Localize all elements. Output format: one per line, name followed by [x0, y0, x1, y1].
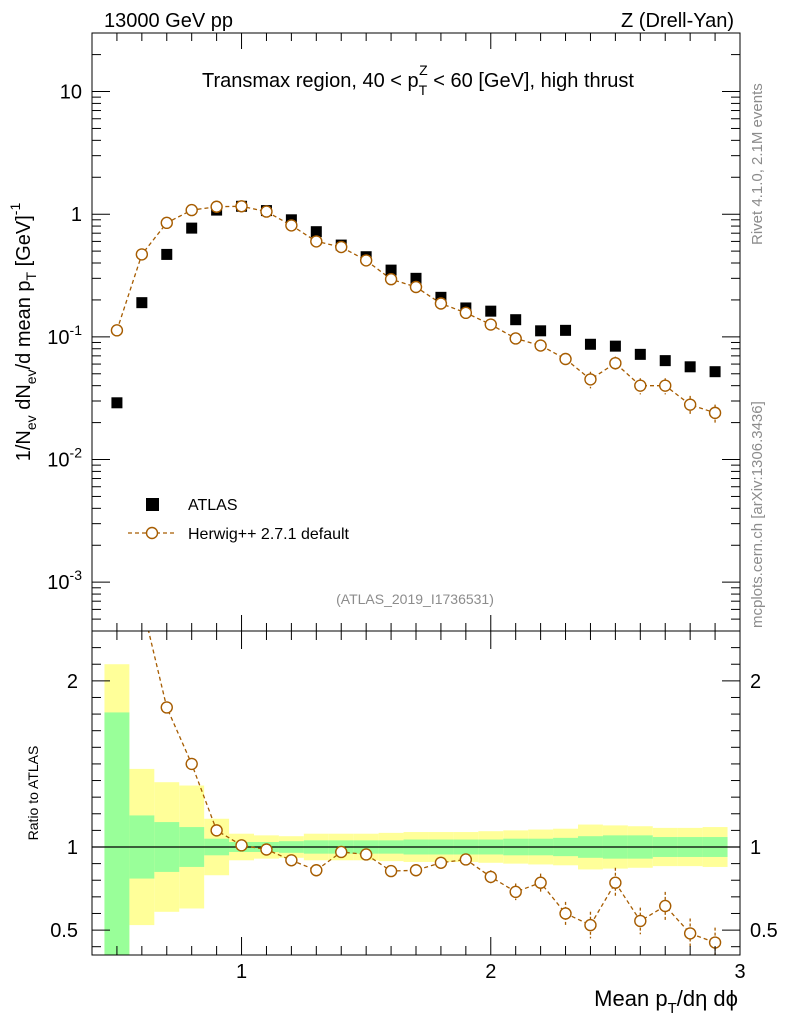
- ratio-data-point: [359, 848, 373, 861]
- ratio-y-tick-label-right: 1: [750, 837, 761, 859]
- herwig-data-point: [509, 332, 522, 345]
- ratio-data-point: [210, 824, 223, 837]
- ratio-data-point: [584, 918, 597, 932]
- ratio-data-point: [459, 853, 473, 866]
- ratio-data-point: [634, 914, 647, 928]
- ratio-data-point: [335, 845, 348, 859]
- herwig-data-point: [260, 205, 273, 218]
- ratio-data-point: [160, 701, 173, 714]
- herwig-data-point: [110, 324, 124, 337]
- herwig-data-point: [310, 235, 323, 248]
- ratio-data-point: [136, 597, 147, 608]
- ratio-y-tick-label-left: 2: [67, 671, 78, 693]
- ratio-data-point: [111, 360, 122, 371]
- x-axis-label: Mean pT/dη dϕ: [594, 986, 738, 1017]
- herwig-data-point: [135, 248, 149, 261]
- herwig-data-point: [285, 219, 298, 232]
- herwig-data-point: [708, 406, 722, 420]
- main-y-axis-label: 1/Nev dNev/d mean pT [GeV]-1: [7, 203, 39, 462]
- y-tick-label: 10: [60, 82, 82, 104]
- atlas-data-point: [659, 355, 671, 367]
- ratio-data-point: [509, 885, 522, 899]
- herwig-data-point: [484, 318, 497, 331]
- herwig-data-point: [434, 297, 448, 310]
- herwig-data-point: [634, 379, 647, 392]
- herwig-data-point: [359, 254, 373, 267]
- herwig-data-point: [185, 203, 198, 217]
- ratio-y-axis-label: Ratio to ATLAS: [25, 746, 41, 841]
- ratio-data-point: [260, 843, 273, 856]
- atlas-data-point: [684, 361, 696, 373]
- main-panel: 10-3 10-2 10-1 1 10: [47, 32, 741, 632]
- atlas-data-point: [535, 325, 547, 337]
- x-tick-label: 1: [236, 961, 247, 983]
- ratio-data-point: [185, 757, 198, 771]
- atlas-data-point: [186, 222, 198, 234]
- atlas-data-point: [485, 305, 497, 317]
- atlas-data-point: [310, 226, 322, 238]
- header-right-label: Z (Drell-Yan): [621, 10, 734, 32]
- mcplots-label: mcplots.cern.ch [arXiv:1306.3436]: [749, 401, 766, 628]
- legend: ATLAS Herwig++ 2.7.1 default: [128, 497, 350, 543]
- ratio-data-point: [310, 864, 323, 877]
- herwig-data-point: [459, 306, 473, 320]
- herwig-data-point: [235, 200, 248, 213]
- atlas-data-point: [136, 297, 148, 309]
- herwig-data-point: [584, 373, 597, 386]
- ratio-y-tick-label-right: 2: [750, 671, 761, 693]
- ratio-data-point: [235, 839, 248, 852]
- rivet-label: Rivet 4.1.0, 2.1M events: [749, 83, 766, 245]
- atlas-data-point: [584, 338, 596, 350]
- ratio-data-point: [434, 856, 448, 869]
- ratio-data-point: [659, 899, 672, 913]
- ratio-data-point: [285, 854, 298, 867]
- ratio-data-point: [609, 876, 622, 889]
- header-left-label: 13000 GeV pp: [104, 10, 233, 32]
- herwig-series-line: [116, 205, 716, 414]
- atlas-data-point: [510, 314, 522, 326]
- atlas-data-point: [111, 397, 123, 409]
- ratio-data-point: [384, 864, 398, 878]
- plot-title: Transmax region, 40 < pTZ < 60 [GeV], hi…: [202, 62, 634, 98]
- atlas-data-point: [560, 324, 572, 336]
- ratio-data-point: [409, 864, 423, 877]
- y-tick-label: 10-2: [47, 445, 82, 472]
- herwig-data-point: [409, 280, 423, 294]
- herwig-data-point: [210, 200, 223, 213]
- y-tick-label: 10-1: [47, 322, 82, 349]
- x-tick-label: 2: [485, 961, 496, 983]
- ratio-data-point: [484, 870, 497, 884]
- atlas-data-point: [410, 272, 422, 284]
- ratio-y-tick-label-left: 0.5: [50, 920, 78, 942]
- herwig-data-point: [534, 339, 547, 352]
- ratio-y-tick-label-right: 0.5: [750, 920, 778, 942]
- herwig-data-point: [683, 398, 697, 411]
- atlas-data-point: [385, 264, 397, 276]
- y-tick-label: 10-3: [47, 567, 82, 594]
- legend-herwig-marker: [145, 526, 159, 540]
- ratio-y-tick-label-left: 1: [67, 837, 78, 859]
- ratio-data-point: [534, 876, 547, 889]
- atlas-data-point: [161, 248, 173, 260]
- herwig-data-point: [609, 356, 622, 370]
- ratio-inner-band: [104, 712, 130, 955]
- legend-atlas-label: ATLAS: [188, 497, 238, 514]
- atlas-data-point: [609, 340, 621, 352]
- ratio-panel: 0.5 0.5 1 1 2 2 1 2 3: [50, 360, 778, 983]
- legend-herwig-label: Herwig++ 2.7.1 default: [188, 526, 350, 543]
- herwig-data-point: [335, 240, 348, 254]
- herwig-data-point: [384, 273, 398, 286]
- herwig-data-point: [659, 379, 672, 392]
- ratio-data-point: [559, 907, 572, 920]
- legend-atlas-marker: [146, 498, 159, 511]
- herwig-data-point: [160, 216, 173, 230]
- y-tick-label: 1: [71, 204, 82, 226]
- ratio-data-point: [683, 927, 697, 940]
- atlas-data-point: [709, 366, 721, 378]
- herwig-data-point: [559, 352, 572, 366]
- atlas-data-point: [634, 348, 646, 360]
- x-tick-label: 3: [734, 961, 745, 983]
- analysis-id-label: (ATLAS_2019_I1736531): [336, 591, 494, 607]
